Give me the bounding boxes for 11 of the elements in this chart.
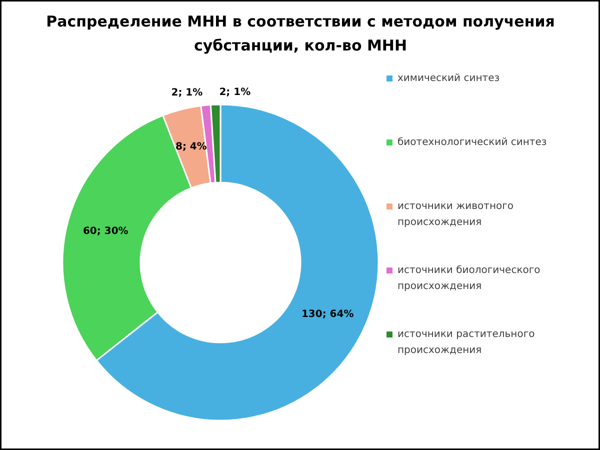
data-label: 2; 1% (171, 88, 203, 99)
legend-label: источники биологического происхождения (398, 265, 540, 292)
legend-label: химический синтез (398, 73, 500, 84)
data-label: 60; 30% (82, 226, 128, 237)
legend-label: источники растительного происхождения (398, 329, 535, 356)
data-label: 2; 1% (219, 87, 251, 98)
data-label: 8; 4% (175, 142, 207, 153)
chart-title: Распределение МНН в соответствии с методом получения субстанции, кол-во МНН (46, 12, 555, 54)
legend-label: биотехнологический синтез (398, 137, 547, 148)
legend-label: источники животного происхождения (398, 201, 514, 228)
data-label: 130; 64% (301, 308, 354, 320)
